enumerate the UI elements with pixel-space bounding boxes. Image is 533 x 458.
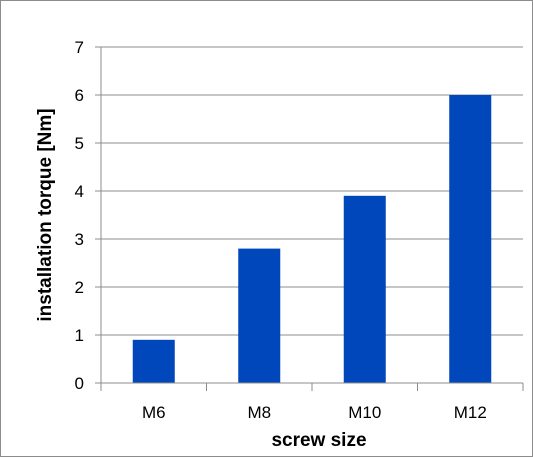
bar-m6 — [132, 339, 175, 383]
x-tick-label: M8 — [247, 403, 271, 422]
y-tick-label: 4 — [75, 182, 84, 201]
bar-m12 — [449, 95, 492, 383]
x-tick-label: M6 — [142, 403, 166, 422]
y-tick-label: 0 — [75, 374, 84, 393]
y-tick-label: 1 — [75, 326, 84, 345]
y-tick-label: 2 — [75, 278, 84, 297]
y-axis-title: installation torque [Nm] — [35, 108, 56, 321]
x-axis-title: screw size — [271, 430, 366, 451]
gridlines — [101, 46, 523, 336]
x-tick-label: M12 — [454, 403, 487, 422]
y-tick-label: 3 — [75, 230, 84, 249]
bars — [132, 95, 492, 383]
bar-m8 — [238, 248, 281, 383]
y-tick-label: 7 — [75, 38, 84, 57]
bar-m10 — [343, 195, 386, 383]
x-tick-label: M10 — [348, 403, 381, 422]
tick-labels: 0 1 2 3 4 5 6 7 M6 M8 M10 M12 — [75, 38, 487, 422]
axes — [95, 46, 524, 391]
y-tick-label: 5 — [75, 134, 84, 153]
y-tick-label: 6 — [75, 86, 84, 105]
